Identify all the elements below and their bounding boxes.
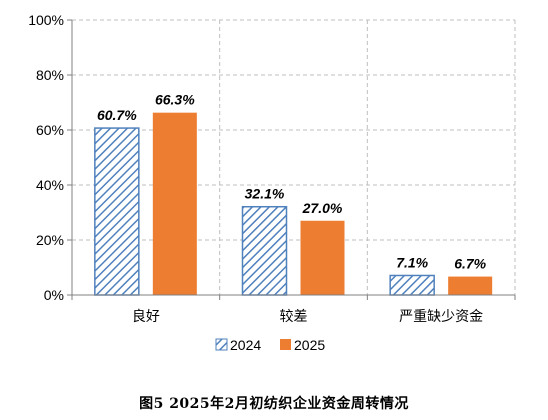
- data-label: 7.1%: [396, 254, 428, 270]
- legend-swatch-2025: [280, 339, 291, 350]
- x-tick-label: 良好: [132, 309, 160, 325]
- legend: 2024 2025: [215, 337, 325, 353]
- bar-2024-1: [241, 205, 288, 296]
- y-tick-label: 0%: [44, 287, 64, 303]
- y-tick-label: 100%: [28, 12, 64, 28]
- data-label: 27.0%: [302, 200, 343, 216]
- bar-2024-2: [389, 274, 435, 296]
- legend-label: 2024: [230, 337, 261, 353]
- y-tick-label: 80%: [36, 67, 64, 83]
- x-tick-label: 较差: [280, 309, 308, 325]
- bars: [94, 112, 493, 296]
- data-label: 66.3%: [155, 92, 195, 108]
- x-tick-label: 严重缺少资金: [399, 309, 483, 325]
- bar-2025-0: [152, 112, 197, 295]
- y-tick-label: 20%: [36, 232, 64, 248]
- y-tick-label: 40%: [36, 177, 64, 193]
- data-label: 6.7%: [454, 256, 486, 272]
- data-labels: 60.7% 66.3% 32.1% 27.0% 7.1% 6.7%: [97, 92, 487, 272]
- data-label: 32.1%: [245, 186, 285, 202]
- bar-2025-2: [448, 276, 493, 295]
- data-label: 60.7%: [97, 107, 137, 123]
- bar-chart: 0% 20% 40% 60% 80% 100% 良好 较差 严重缺少资金 60.7% 66.3% 3…: [28, 12, 516, 353]
- axes: 0% 20% 40% 60% 80% 100% 良好 较差 严重缺少资金: [28, 12, 516, 325]
- bar-2024-0: [94, 127, 140, 296]
- bar-2025-1: [300, 220, 345, 295]
- y-tick-label: 60%: [36, 122, 64, 138]
- figure-caption: 图5 2025年2月初纺织企业资金周转情况: [139, 396, 409, 412]
- legend-label: 2025: [294, 337, 325, 353]
- gridlines: [72, 19, 516, 295]
- legend-swatch-2024: [215, 338, 228, 351]
